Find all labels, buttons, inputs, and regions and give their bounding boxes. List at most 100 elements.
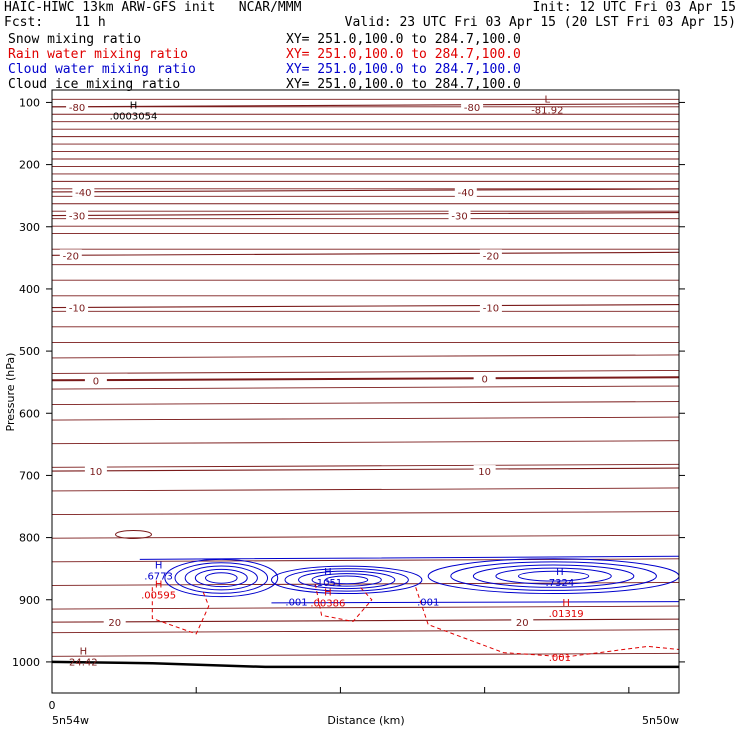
extremum-value: .1051 bbox=[314, 578, 343, 589]
isotherm-10 bbox=[51, 467, 680, 472]
rain-label: .001 bbox=[549, 653, 571, 664]
isotherm-label: 20 bbox=[108, 618, 121, 629]
isotherm-label-bg bbox=[66, 209, 89, 221]
y-tick-label: 800 bbox=[19, 532, 40, 545]
extremum-marker: H bbox=[155, 579, 163, 590]
field-xy-cloud-ice: XY= 251.0,100.0 to 284.7,100.0 bbox=[286, 77, 521, 92]
field-name-cloud-water: Cloud water mixing ratio bbox=[8, 62, 196, 77]
cloud-water-contour bbox=[174, 562, 269, 594]
small-contour bbox=[115, 529, 153, 539]
isotherm-line bbox=[51, 582, 680, 586]
field-name-rain: Rain water mixing ratio bbox=[8, 47, 189, 62]
extremum-value: .7324 bbox=[546, 578, 575, 589]
isotherm-label: -30 bbox=[69, 212, 85, 223]
field-xy-snow: XY= 251.0,100.0 to 284.7,100.0 bbox=[286, 32, 521, 47]
isotherm-line bbox=[51, 440, 680, 445]
rain-contour bbox=[151, 587, 210, 635]
cloud-water-contour bbox=[164, 558, 279, 598]
isotherm-line bbox=[51, 354, 680, 359]
extremum-marker: H bbox=[155, 561, 163, 572]
cloud-water-contour bbox=[517, 570, 590, 582]
isotherm--80 bbox=[51, 103, 680, 108]
cloud-water-contour bbox=[204, 572, 238, 584]
y-tick-label: 100 bbox=[19, 96, 40, 109]
x-left-label: 5n54w bbox=[52, 714, 89, 727]
isotherm-label: -20 bbox=[483, 251, 499, 262]
isotherm-label-bg bbox=[454, 185, 477, 197]
isotherm-label-bg bbox=[473, 465, 496, 477]
isotherm-label-bg bbox=[66, 301, 89, 313]
isotherm-label: -20 bbox=[63, 251, 79, 262]
cloud-water-contour bbox=[298, 570, 396, 590]
rain-contour bbox=[314, 584, 373, 623]
isotherm-line bbox=[51, 605, 680, 610]
y-tick-label: 400 bbox=[19, 283, 40, 296]
isotherm-line bbox=[51, 385, 680, 390]
chart-title: HAIC-HIWC 13km ARW-GFS init NCAR/MMM bbox=[4, 0, 302, 15]
extremum-value: -81.92 bbox=[531, 105, 563, 116]
isotherm-label: -10 bbox=[483, 304, 499, 315]
y-tick-label: 200 bbox=[19, 159, 40, 172]
isotherm-label-bg bbox=[66, 100, 89, 112]
isotherm--30 bbox=[51, 212, 680, 217]
extremum-value: 24.42 bbox=[69, 657, 98, 668]
isotherm-label-bg bbox=[72, 185, 95, 197]
cloud-water-contour bbox=[472, 564, 635, 588]
isotherm-label: 20 bbox=[516, 618, 529, 629]
x-zero-label: 0 bbox=[49, 699, 56, 712]
extremum-marker: H bbox=[324, 587, 332, 598]
cloud-water-label: .001 bbox=[417, 598, 439, 609]
y-tick-label: 900 bbox=[19, 594, 40, 607]
isotherm-label: 0 bbox=[93, 376, 99, 387]
isotherm-20 bbox=[51, 618, 680, 623]
extremum-value: .6773 bbox=[144, 572, 173, 583]
isotherm-line bbox=[51, 401, 680, 406]
cloud-water-contour bbox=[270, 565, 423, 595]
extremum-value: .00386 bbox=[310, 598, 345, 609]
y-tick-label: 1000 bbox=[12, 656, 40, 669]
isotherm-label-bg bbox=[479, 249, 502, 261]
y-tick-label: 700 bbox=[19, 469, 40, 482]
isotherm-label: 10 bbox=[90, 467, 103, 478]
isotherm-line bbox=[51, 629, 680, 634]
isotherm-label-bg bbox=[84, 374, 107, 386]
isotherm-line bbox=[51, 370, 680, 374]
label-layer: -80 -80 -40 -40 -30 -30 -20 -20 -10 -10 0 0 10 10 20 20… bbox=[59, 94, 584, 668]
y-tick-label: 500 bbox=[19, 345, 40, 358]
contour-layer bbox=[51, 98, 680, 669]
field-xy-cloud-water: XY= 251.0,100.0 to 284.7,100.0 bbox=[286, 62, 521, 77]
extremum-value: .01319 bbox=[549, 609, 584, 620]
isotherm--10 bbox=[51, 304, 680, 309]
isotherm-label-bg bbox=[448, 209, 471, 221]
extremum-value: .00595 bbox=[141, 590, 176, 601]
surface-pressure-line bbox=[51, 660, 679, 669]
cloud-water-contour bbox=[311, 573, 382, 587]
isotherm-line bbox=[51, 511, 680, 516]
isotherm-line bbox=[51, 487, 680, 492]
field-name-cloud-ice: Cloud ice mixing ratio bbox=[8, 77, 181, 92]
extremum-marker: H bbox=[324, 567, 332, 578]
cloud-water-outer bbox=[139, 555, 680, 604]
isotherm-label: -80 bbox=[69, 103, 85, 114]
isotherm-label: -40 bbox=[75, 188, 91, 199]
extremum-marker: L bbox=[545, 94, 551, 105]
isotherm--20 bbox=[51, 251, 680, 256]
extremum-marker: H bbox=[562, 598, 570, 609]
isotherm-label-bg bbox=[103, 616, 126, 628]
extremum-value: .0003054 bbox=[110, 112, 158, 123]
isotherm-label-bg bbox=[511, 616, 534, 628]
isotherm-label-bg bbox=[461, 100, 484, 112]
cloud-water-contour bbox=[495, 567, 612, 585]
isotherm-line bbox=[51, 463, 680, 468]
isotherm-label: -30 bbox=[451, 212, 467, 223]
cloud-water-contour bbox=[325, 575, 369, 585]
field-name-snow: Snow mixing ratio bbox=[8, 32, 142, 47]
isotherm-line bbox=[51, 416, 680, 421]
isotherm-label-bg bbox=[59, 249, 82, 261]
field-xy-rain: XY= 251.0,100.0 to 284.7,100.0 bbox=[286, 47, 521, 62]
x-right-label: 5n50w bbox=[642, 714, 679, 727]
isotherm--40 bbox=[51, 188, 680, 193]
plot-frame bbox=[51, 89, 680, 694]
